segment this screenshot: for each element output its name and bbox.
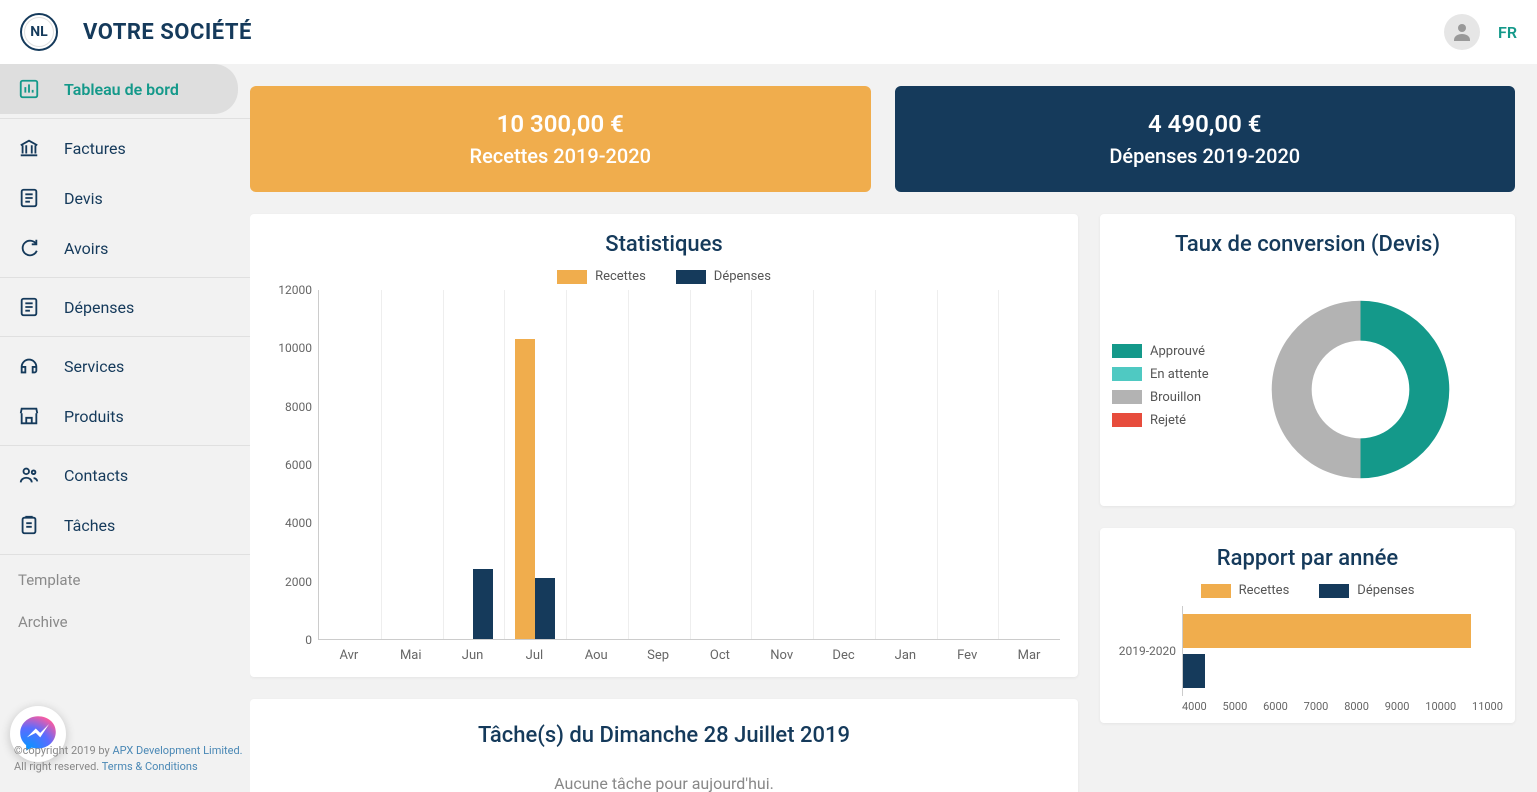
kpi-value: 4 490,00 € — [905, 110, 1506, 138]
sidebar-item-label: Tâches — [64, 516, 115, 535]
legend-label: En attente — [1150, 367, 1209, 382]
brand: NL VOTRE SOCIÉTÉ — [20, 13, 252, 51]
sidebar-item-label: Contacts — [64, 466, 128, 485]
company-name: VOTRE SOCIÉTÉ — [83, 20, 252, 45]
donut-chart — [1268, 297, 1453, 482]
logo-icon: NL — [20, 13, 58, 51]
contacts-icon — [18, 464, 40, 486]
donut-card: Taux de conversion (Devis) Approuvé En at… — [1100, 214, 1515, 506]
dashboard-icon — [18, 78, 40, 100]
refresh-icon — [18, 237, 40, 259]
legend-swatch-depenses — [1319, 584, 1349, 598]
sidebar-item-label: Tableau de bord — [64, 80, 179, 99]
legend-label: Recettes — [595, 269, 646, 284]
clipboard-icon — [18, 514, 40, 536]
sidebar-sub-archive[interactable]: Archive — [0, 601, 250, 643]
legend-swatch — [1112, 413, 1142, 427]
legend-label: Approuvé — [1150, 344, 1205, 359]
sidebar: Tableau de bord Factures Devis Avoirs Dé… — [0, 64, 250, 792]
tasks-title: Tâche(s) du Dimanche 28 Juillet 2019 — [268, 723, 1060, 748]
donut-title: Taux de conversion (Devis) — [1112, 232, 1503, 257]
topbar: NL VOTRE SOCIÉTÉ FR — [0, 0, 1537, 64]
legend-swatch-depenses — [676, 270, 706, 284]
yearly-card: Rapport par année Recettes Dépenses 2019… — [1100, 528, 1515, 723]
kpi-label: Recettes 2019-2020 — [260, 144, 861, 168]
stats-title: Statistiques — [268, 232, 1060, 257]
donut-legend: Approuvé En attente Brouillon Rejeté — [1112, 344, 1209, 436]
sidebar-item-label: Avoirs — [64, 239, 108, 258]
legend-swatch — [1112, 344, 1142, 358]
sidebar-item-label: Factures — [64, 139, 126, 158]
sidebar-item-quotes[interactable]: Devis — [0, 173, 250, 223]
stats-card: Statistiques Recettes Dépenses 020004000… — [250, 214, 1078, 677]
legend-label: Dépenses — [1357, 583, 1414, 598]
kpi-label: Dépenses 2019-2020 — [905, 144, 1506, 168]
bank-icon — [18, 137, 40, 159]
sidebar-item-invoices[interactable]: Factures — [0, 123, 250, 173]
legend-swatch — [1112, 367, 1142, 381]
tasks-card: Tâche(s) du Dimanche 28 Juillet 2019 Auc… — [250, 699, 1078, 792]
legend-swatch-recettes — [557, 270, 587, 284]
legend-label: Recettes — [1239, 583, 1290, 598]
kpi-value: 10 300,00 € — [260, 110, 861, 138]
sidebar-item-tasks[interactable]: Tâches — [0, 500, 250, 550]
main-content: 10 300,00 € Recettes 2019-2020 4 490,00 … — [250, 64, 1537, 792]
sidebar-item-label: Dépenses — [64, 298, 134, 317]
legend-label: Dépenses — [714, 269, 771, 284]
language-selector[interactable]: FR — [1498, 23, 1517, 42]
yearly-title: Rapport par année — [1112, 546, 1503, 571]
yearly-plot — [1182, 606, 1503, 696]
footer-note: ©copyright 2019 by APX Development Limit… — [14, 743, 243, 774]
sidebar-item-credits[interactable]: Avoirs — [0, 223, 250, 273]
list-icon — [18, 187, 40, 209]
legend-swatch — [1112, 390, 1142, 404]
sidebar-item-label: Produits — [64, 407, 124, 426]
kpi-recettes[interactable]: 10 300,00 € Recettes 2019-2020 — [250, 86, 871, 192]
user-area: FR — [1444, 14, 1517, 50]
stats-legend: Recettes Dépenses — [268, 269, 1060, 284]
tasks-empty-message: Aucune tâche pour aujourd'hui. — [268, 774, 1060, 792]
list-icon — [18, 296, 40, 318]
sidebar-item-label: Devis — [64, 189, 103, 208]
legend-label: Brouillon — [1150, 390, 1201, 405]
legend-swatch-recettes — [1201, 584, 1231, 598]
sidebar-item-services[interactable]: Services — [0, 341, 250, 391]
stats-bar-chart: 020004000600080001000012000 — [268, 290, 1060, 640]
sidebar-item-contacts[interactable]: Contacts — [0, 450, 250, 500]
sidebar-item-dashboard[interactable]: Tableau de bord — [0, 64, 238, 114]
sidebar-item-label: Services — [64, 357, 124, 376]
sidebar-item-expenses[interactable]: Dépenses — [0, 282, 250, 332]
store-icon — [18, 405, 40, 427]
sidebar-item-products[interactable]: Produits — [0, 391, 250, 441]
footer-link-company[interactable]: APX Development Limited. — [112, 744, 242, 757]
headset-icon — [18, 355, 40, 377]
kpi-depenses[interactable]: 4 490,00 € Dépenses 2019-2020 — [895, 86, 1516, 192]
sidebar-sub-template[interactable]: Template — [0, 559, 250, 601]
user-icon — [1450, 20, 1474, 44]
legend-label: Rejeté — [1150, 413, 1186, 428]
yearly-category: 2019-2020 — [1112, 644, 1182, 658]
yearly-legend: Recettes Dépenses — [1112, 583, 1503, 598]
avatar[interactable] — [1444, 14, 1480, 50]
footer-link-terms[interactable]: Terms & Conditions — [102, 760, 198, 773]
